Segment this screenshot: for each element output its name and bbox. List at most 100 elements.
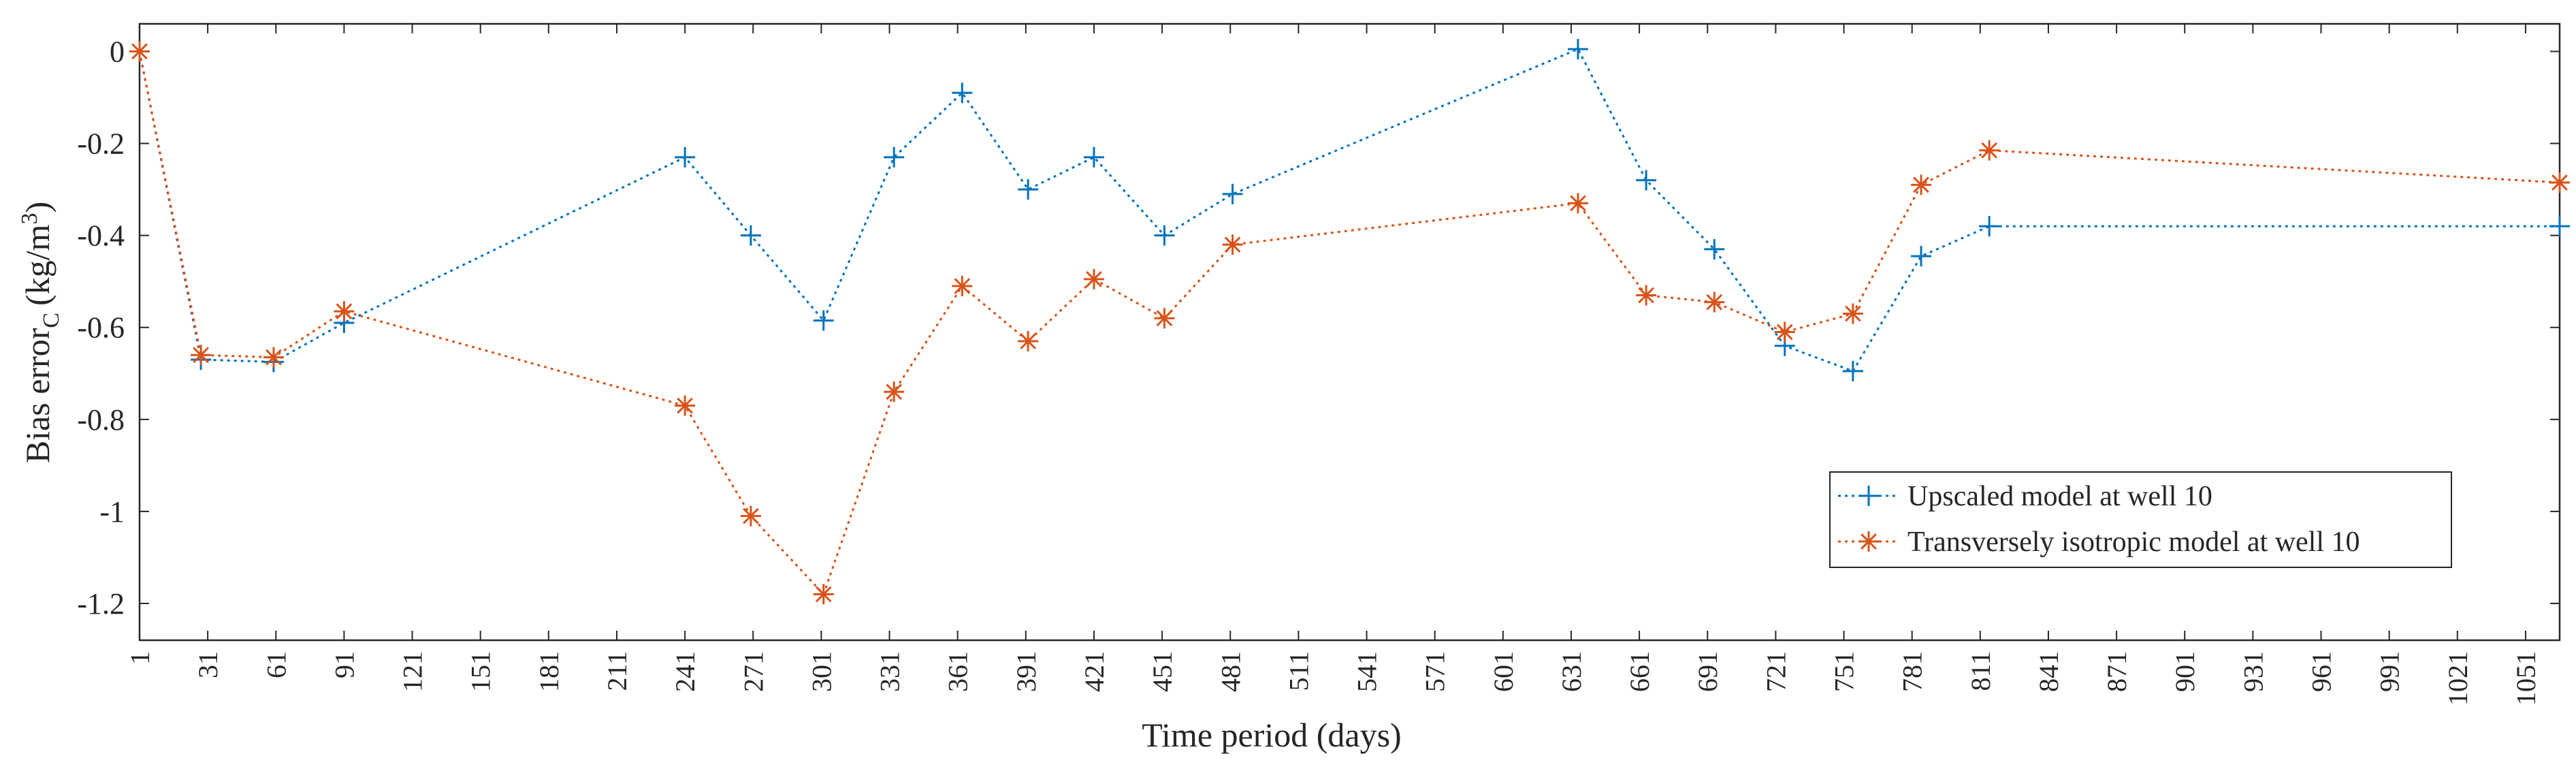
data-point-upscaled xyxy=(740,225,761,246)
legend-marker-glyph-upscaled xyxy=(1858,486,1879,506)
y-axis-ticks: 0 -0.2 -0.4 -0.6 -0.8 -1 -1.2 xyxy=(77,35,2560,620)
x-tick-label: 31 xyxy=(193,651,223,678)
x-tick-label: 901 xyxy=(2170,651,2200,692)
x-tick-label: 781 xyxy=(1897,651,1928,692)
x-tick-label: 871 xyxy=(2102,651,2132,692)
legend: Upscaled model at well 10 Transversely i… xyxy=(1829,471,2452,568)
data-point-transversely-isotropic xyxy=(1979,140,2000,161)
data-point-transversely-isotropic xyxy=(1567,193,1588,214)
x-tick-label: 121 xyxy=(398,651,428,692)
x-tick-label: 451 xyxy=(1147,651,1178,692)
y-tick-label: -0.6 xyxy=(77,311,125,345)
x-tick-label: 991 xyxy=(2374,651,2405,692)
legend-marker-transversely-isotropic xyxy=(1858,531,1879,552)
x-tick-label: 931 xyxy=(2238,651,2268,692)
y-axis-label-units: (kg/m xyxy=(18,224,57,306)
x-tick-label: 1 xyxy=(125,651,155,665)
data-point-transversely-isotropic xyxy=(1911,174,1932,195)
data-point-transversely-isotropic xyxy=(884,381,905,403)
data-point-transversely-isotropic xyxy=(1774,321,1795,343)
data-point-upscaled xyxy=(1704,238,1725,259)
data-point-transversely-isotropic xyxy=(813,584,834,605)
x-tick-label: 601 xyxy=(1488,651,1519,692)
data-point-upscaled xyxy=(1222,183,1243,204)
data-point-transversely-isotropic xyxy=(1842,303,1863,324)
series-line-upscaled xyxy=(138,48,2560,373)
y-axis-label-units-superscript: 3 xyxy=(17,213,42,224)
x-tick-label: 361 xyxy=(943,651,973,692)
y-axis-label-subscript: C xyxy=(39,313,64,328)
y-axis-label-main: Bias error xyxy=(18,328,57,463)
legend-label-transversely-isotropic: Transversely isotropic model at well 10 xyxy=(1907,526,2360,558)
data-point-upscaled xyxy=(884,146,905,168)
x-tick-label: 271 xyxy=(738,651,769,692)
data-point-upscaled xyxy=(1842,360,1863,381)
x-tick-label: 421 xyxy=(1079,651,1110,692)
legend-label-upscaled: Upscaled model at well 10 xyxy=(1907,481,2212,512)
data-point-upscaled xyxy=(1636,170,1657,191)
x-tick-label: 391 xyxy=(1011,651,1042,692)
y-tick-label: -1.2 xyxy=(77,587,125,620)
data-point-transversely-isotropic xyxy=(1704,292,1725,313)
data-point-upscaled xyxy=(1154,225,1175,246)
x-tick-label: 751 xyxy=(1829,651,1860,692)
data-point-upscaled xyxy=(813,310,834,331)
x-tick-label: 961 xyxy=(2306,651,2337,692)
y-axis-label-units-close: ) xyxy=(18,202,57,213)
x-tick-label: 331 xyxy=(875,651,905,692)
x-tick-label: 1021 xyxy=(2443,651,2473,706)
data-point-upscaled xyxy=(1018,179,1039,200)
data-point-transversely-isotropic xyxy=(1222,234,1243,255)
legend-box xyxy=(1829,471,2452,568)
data-point-upscaled xyxy=(1083,146,1104,168)
y-tick-label: -1 xyxy=(99,495,125,529)
data-point-transversely-isotropic xyxy=(334,301,355,322)
x-tick-label: 811 xyxy=(1965,651,1996,691)
data-point-transversely-isotropic xyxy=(740,505,761,526)
x-tick-label: 301 xyxy=(806,651,837,692)
x-axis-label: Time period (days) xyxy=(1142,716,1401,754)
data-point-transversely-isotropic xyxy=(1018,331,1039,352)
x-tick-label: 151 xyxy=(466,651,496,692)
svg-text:Bias errorC(kg/m3): Bias errorC (kg/m3) xyxy=(17,202,64,463)
y-tick-label: -0.4 xyxy=(77,219,125,253)
data-point-transversely-isotropic xyxy=(191,345,212,366)
data-point-upscaled xyxy=(952,82,973,104)
data-point-upscaled xyxy=(2549,216,2570,237)
series-layer xyxy=(129,39,2570,605)
x-tick-label: 691 xyxy=(1692,651,1723,692)
x-tick-label: 181 xyxy=(534,651,564,692)
x-tick-label: 241 xyxy=(670,651,701,692)
x-tick-label: 541 xyxy=(1352,651,1383,692)
data-point-transversely-isotropic xyxy=(675,395,696,416)
y-tick-label: -0.8 xyxy=(77,403,125,437)
data-point-transversely-isotropic xyxy=(1083,268,1104,289)
data-point-transversely-isotropic xyxy=(952,275,973,296)
y-tick-label: -0.2 xyxy=(77,127,125,161)
x-tick-label: 211 xyxy=(602,651,632,691)
x-tick-label: 571 xyxy=(1420,651,1451,692)
data-point-transversely-isotropic xyxy=(2549,172,2570,193)
legend-marker-glyph-transversely-isotropic xyxy=(1858,531,1879,552)
legend-marker-upscaled xyxy=(1858,486,1879,506)
x-tick-label: 511 xyxy=(1283,651,1314,691)
y-axis-label: Bias errorC (kg/m3) xyxy=(17,202,64,463)
data-point-upscaled xyxy=(1567,39,1588,60)
x-tick-label: 481 xyxy=(1215,651,1246,692)
data-point-upscaled xyxy=(1979,216,2000,237)
data-point-transversely-isotropic xyxy=(1154,308,1175,329)
data-point-upscaled xyxy=(675,146,696,168)
x-tick-label: 721 xyxy=(1760,651,1791,692)
data-point-transversely-isotropic xyxy=(129,41,150,62)
x-tick-label: 91 xyxy=(329,651,359,678)
x-axis-ticks: 1 31 61 91 121 151 181 211 241 271 301 331 361 391 421… xyxy=(125,24,2541,706)
x-tick-label: 1051 xyxy=(2511,651,2541,706)
x-tick-label: 841 xyxy=(2033,651,2064,692)
data-point-upscaled xyxy=(1911,246,1932,267)
y-tick-label: 0 xyxy=(110,35,125,69)
data-point-transversely-isotropic xyxy=(1636,285,1657,306)
x-tick-label: 661 xyxy=(1624,651,1655,692)
data-point-transversely-isotropic xyxy=(263,347,284,368)
x-tick-label: 61 xyxy=(261,651,291,678)
